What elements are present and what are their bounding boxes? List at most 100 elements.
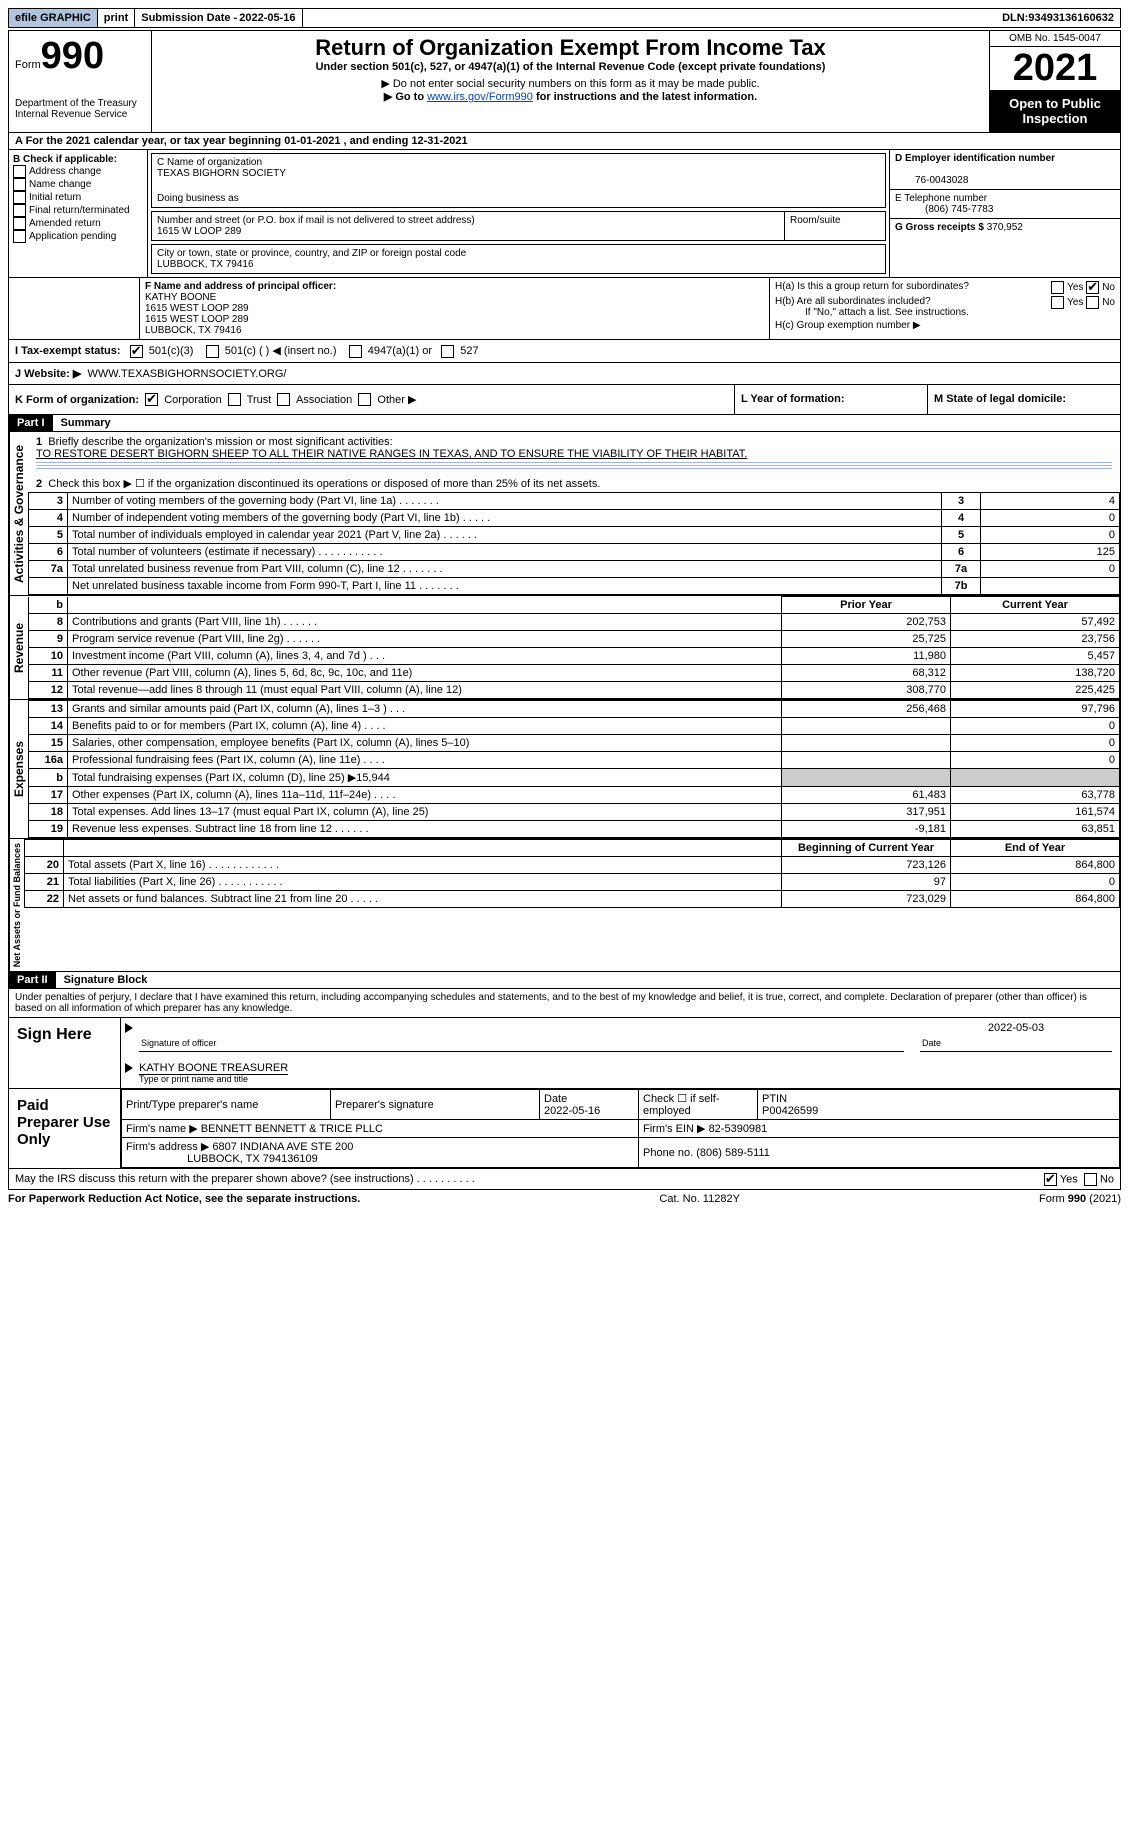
opt-527: 527 — [460, 345, 478, 357]
curr-val: 57,492 — [951, 614, 1120, 631]
omb-number: OMB No. 1545-0047 — [990, 31, 1120, 47]
chk-initial: Initial return — [29, 192, 81, 203]
row-label: Professional fundraising fees (Part IX, … — [68, 752, 782, 769]
row-label: Program service revenue (Part VIII, line… — [68, 631, 782, 648]
form-number: 990 — [41, 35, 104, 77]
row-num: 21 — [25, 874, 64, 891]
row-label: Net unrelated business taxable income fr… — [68, 578, 942, 595]
opt-501c: 501(c) ( ) ◀ (insert no.) — [225, 345, 337, 357]
officer-addr1: 1615 WEST LOOP 289 — [145, 303, 249, 314]
form-header: Form990 Department of the Treasury Inter… — [8, 30, 1121, 133]
chk-address: Address change — [29, 166, 101, 177]
end-val: 0 — [951, 874, 1120, 891]
expenses-block: Expenses 13Grants and similar amounts pa… — [8, 700, 1121, 839]
row-box: 7a — [942, 561, 981, 578]
row-val — [981, 578, 1120, 595]
checkbox-icon[interactable] — [349, 345, 362, 358]
row-box: 3 — [942, 493, 981, 510]
curr-val: 63,851 — [951, 821, 1120, 838]
row-num: 16a — [29, 752, 68, 769]
row-label: Total unrelated business revenue from Pa… — [68, 561, 942, 578]
checkbox-icon[interactable] — [1086, 281, 1099, 294]
arrow-icon — [125, 1063, 133, 1073]
box-b-title: B Check if applicable: — [13, 154, 117, 165]
firm-phone-label: Phone no. — [643, 1147, 696, 1159]
row-val: 4 — [981, 493, 1120, 510]
box-c: C Name of organization TEXAS BIGHORN SOC… — [148, 150, 890, 277]
city-state-zip: LUBBOCK, TX 79416 — [157, 259, 254, 270]
checkbox-icon[interactable] — [13, 165, 26, 178]
street-address: 1615 W LOOP 289 — [157, 226, 241, 237]
curr-val: 97,796 — [951, 701, 1120, 718]
checkbox-icon[interactable] — [277, 393, 290, 406]
chk-pending: Application pending — [29, 231, 116, 242]
part1-header: Part I Summary — [8, 415, 1121, 432]
end-val: 864,800 — [951, 891, 1120, 908]
officer-addr3: LUBBOCK, TX 79416 — [145, 325, 242, 336]
row-num: 13 — [29, 701, 68, 718]
form-word: Form — [15, 59, 41, 71]
subtitle-3: ▶ Go to www.irs.gov/Form990 for instruct… — [158, 90, 983, 103]
l-label: L Year of formation: — [741, 393, 845, 405]
checkbox-icon[interactable] — [206, 345, 219, 358]
row-label: Total fundraising expenses (Part IX, col… — [68, 769, 782, 787]
paid-preparer-block: Paid Preparer Use Only Print/Type prepar… — [8, 1089, 1121, 1169]
firm-ein: 82-5390981 — [709, 1123, 768, 1135]
ptin-value: P00426599 — [762, 1105, 818, 1117]
checkbox-icon[interactable] — [145, 393, 158, 406]
opt-501c3: 501(c)(3) — [149, 345, 194, 357]
checkbox-icon[interactable] — [1044, 1173, 1057, 1186]
checkbox-icon[interactable] — [13, 178, 26, 191]
end-val: 864,800 — [951, 857, 1120, 874]
part1-badge: Part I — [9, 415, 53, 431]
gross-value: 370,952 — [987, 222, 1023, 233]
dln-value: 93493136160632 — [1028, 12, 1114, 24]
subtitle-1: Under section 501(c), 527, or 4947(a)(1)… — [158, 61, 983, 73]
website-url: WWW.TEXASBIGHORNSOCIETY.ORG/ — [87, 368, 286, 380]
vert-governance: Activities & Governance — [9, 432, 28, 595]
shaded-cell — [951, 769, 1120, 787]
prep-name-label: Print/Type preparer's name — [122, 1090, 331, 1120]
row-label: Other expenses (Part IX, column (A), lin… — [68, 787, 782, 804]
vert-expenses: Expenses — [9, 700, 28, 838]
no-label: No — [1100, 1174, 1114, 1186]
firm-name-label: Firm's name ▶ — [126, 1123, 201, 1135]
row-num: 22 — [25, 891, 64, 908]
ha-label: H(a) Is this a group return for subordin… — [775, 281, 969, 292]
yes-label: Yes — [1060, 1174, 1078, 1186]
row-num: b — [29, 769, 68, 787]
row-num: 9 — [29, 631, 68, 648]
tax-exempt-row: I Tax-exempt status: 501(c)(3) 501(c) ( … — [8, 340, 1121, 363]
checkbox-icon[interactable] — [1051, 281, 1064, 294]
checkbox-icon[interactable] — [1086, 296, 1099, 309]
row-label: Number of independent voting members of … — [68, 510, 942, 527]
checkbox-icon[interactable] — [13, 217, 26, 230]
checkbox-icon[interactable] — [228, 393, 241, 406]
checkbox-icon[interactable] — [441, 345, 454, 358]
j-label: J Website: ▶ — [15, 368, 81, 380]
checkbox-icon[interactable] — [13, 230, 26, 243]
row-num: 3 — [29, 493, 68, 510]
checkbox-icon[interactable] — [1084, 1173, 1097, 1186]
paid-preparer-label: Paid Preparer Use Only — [9, 1089, 121, 1168]
print-button[interactable]: print — [98, 9, 135, 27]
checkbox-icon[interactable] — [130, 345, 143, 358]
curr-val: 225,425 — [951, 682, 1120, 699]
chk-final: Final return/terminated — [29, 205, 130, 216]
hb-row: H(b) Are all subordinates included? Yes … — [775, 296, 1115, 307]
checkbox-icon[interactable] — [13, 204, 26, 217]
discuss-label: May the IRS discuss this return with the… — [15, 1173, 475, 1185]
row-label: Grants and similar amounts paid (Part IX… — [68, 701, 782, 718]
addr-label: Number and street (or P.O. box if mail i… — [157, 215, 475, 226]
row-num: 15 — [29, 735, 68, 752]
row-num: 6 — [29, 544, 68, 561]
checkbox-icon[interactable] — [13, 191, 26, 204]
irs-link[interactable]: www.irs.gov/Form990 — [427, 91, 533, 103]
curr-val: 0 — [951, 735, 1120, 752]
tax-year: 2021 — [990, 47, 1120, 90]
ha-row: H(a) Is this a group return for subordin… — [775, 281, 1115, 292]
opt-4947: 4947(a)(1) or — [368, 345, 432, 357]
checkbox-icon[interactable] — [358, 393, 371, 406]
checkbox-icon[interactable] — [1051, 296, 1064, 309]
form-label: Form990 — [15, 35, 145, 78]
